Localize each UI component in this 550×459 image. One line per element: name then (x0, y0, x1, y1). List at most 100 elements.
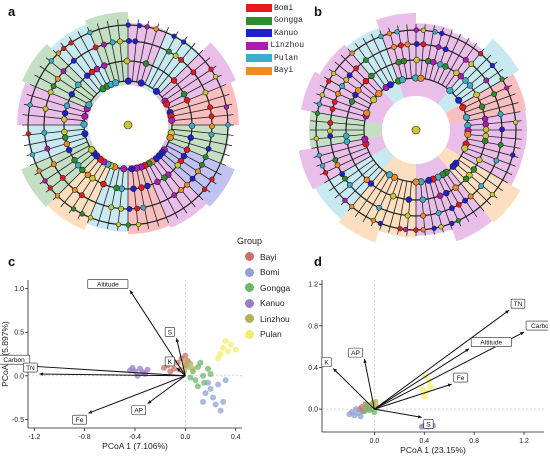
vector-arrow (176, 338, 186, 376)
tree-node (84, 72, 91, 79)
tree-branch (148, 31, 179, 87)
legend-label: Linzhou (270, 41, 304, 51)
tree-node (385, 171, 393, 179)
tree-branch (171, 128, 234, 136)
tree-branch (311, 138, 365, 149)
vector-label-box (0, 354, 31, 365)
tree-node (398, 42, 404, 49)
tree-node (398, 76, 406, 84)
tree-branch (60, 42, 101, 92)
data-point-pulan (217, 351, 224, 357)
data-point-gongga (197, 359, 204, 366)
tree-node (195, 168, 201, 175)
tree-node (470, 166, 477, 173)
vector-arrowhead (175, 338, 180, 343)
clade-sector (427, 31, 484, 104)
vector-label: K (168, 359, 173, 366)
clade-sector (17, 82, 92, 125)
data-point-pulan (232, 346, 239, 353)
tree-node (455, 217, 462, 224)
vector-arrow (363, 359, 375, 410)
tree-node (491, 91, 498, 97)
tree-node (413, 27, 419, 33)
vector-label-box (164, 356, 175, 367)
data-point-gongga (192, 377, 199, 384)
tree-node (89, 175, 96, 182)
tree-node (438, 224, 444, 230)
vector-arrow (147, 375, 186, 405)
data-point-kanuo (144, 366, 151, 373)
x-tick-label: 0.4 (419, 438, 429, 445)
tree-node (223, 104, 229, 110)
vector-arrowhead (505, 310, 510, 314)
vector-label: AP (351, 350, 360, 357)
data-point-gongga (201, 379, 208, 386)
tree-branch (420, 181, 426, 236)
tree-branch (39, 149, 92, 185)
vector-arrow (374, 408, 422, 418)
tree-node (87, 29, 93, 36)
tree-node (468, 61, 475, 68)
tree-node (439, 30, 445, 36)
x-tick-label: 0.8 (469, 438, 479, 445)
vector-label-box (525, 320, 548, 331)
tree-branch (77, 163, 108, 219)
vector-arrow (129, 290, 186, 377)
tree-node (395, 59, 402, 66)
tree-branch (155, 42, 196, 92)
tree-branch (462, 84, 513, 109)
tree-branch (467, 111, 521, 122)
tree-branch (166, 74, 222, 105)
x-axis-title: PCoA 1 (7.106%) (102, 441, 168, 451)
tree-branch (152, 36, 188, 89)
tree-node (70, 57, 77, 64)
x-axis-title: PCoA 1 (23.15%) (400, 445, 466, 455)
data-point-pulan (421, 393, 428, 400)
vector-arrowhead (520, 332, 525, 336)
data-point-gongga (207, 371, 214, 378)
y-tick-label: 0.8 (308, 323, 318, 330)
legend-swatch-gongga (246, 16, 272, 25)
tree-node (446, 87, 454, 95)
tree-node (482, 126, 490, 133)
tree-node (320, 163, 326, 169)
tree-node (81, 130, 89, 138)
group-dot-pulan (245, 329, 254, 339)
data-point-gongga (194, 383, 201, 390)
panel-letter-a: a (8, 4, 16, 19)
legend-swatch-bayi (246, 66, 272, 75)
tree-branch (433, 30, 453, 82)
group-dot-bomi (245, 267, 254, 277)
tree-node (36, 168, 42, 174)
tree-branch (316, 93, 368, 113)
tree-branch (171, 133, 233, 147)
tree-node (180, 91, 188, 98)
tree-node (363, 109, 371, 117)
tree-branch (397, 181, 408, 235)
tree-branch (466, 102, 519, 117)
vector-arrowhead (39, 372, 43, 376)
tree-node (346, 181, 353, 188)
tree-branch (397, 25, 408, 79)
tree-node (117, 38, 123, 45)
vector-label-box (72, 414, 87, 425)
data-point-linzhou (372, 398, 379, 405)
tree-node (342, 197, 348, 203)
tree-node (499, 126, 505, 133)
legend-swatch-kanuo (246, 29, 272, 38)
tree-node (330, 70, 337, 77)
legend-label: Kanuo (274, 28, 299, 38)
x-tick-label: -0.4 (129, 434, 141, 441)
tree-node (202, 154, 209, 160)
vector-arrowhead (88, 410, 93, 414)
tree-branch (168, 84, 227, 109)
tree-branch (324, 155, 372, 184)
pcoa-chart-c: -1.2 -0.8 -0.4 0.0 0.4 -0.5 0.0 0.5 1.0 PCoA 1 (7… (0, 279, 242, 451)
clade-sector (298, 135, 387, 190)
vector-label-box (321, 357, 332, 367)
tree-branch (106, 168, 120, 230)
tree-node (462, 113, 470, 121)
tree-node (125, 22, 131, 28)
tree-node (362, 57, 369, 64)
tree-node (170, 77, 178, 84)
